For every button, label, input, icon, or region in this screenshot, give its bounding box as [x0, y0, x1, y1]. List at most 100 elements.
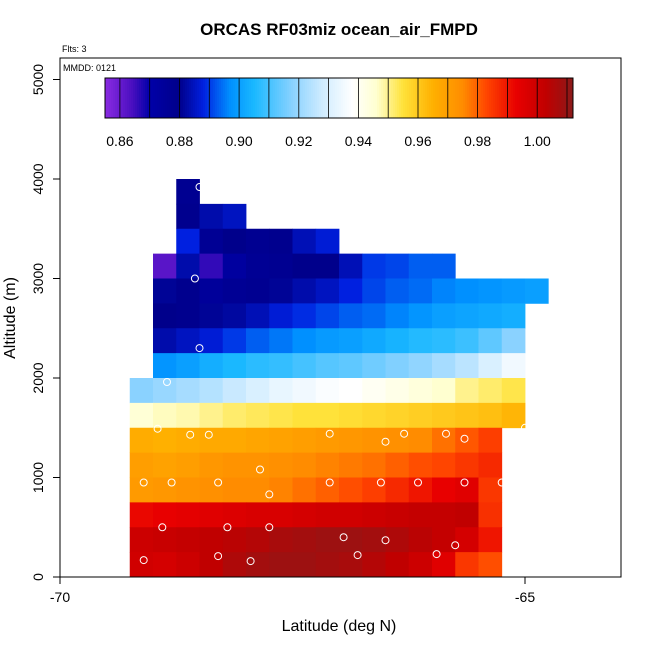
colorbar-segment	[187, 78, 190, 118]
heatmap-cell	[222, 328, 247, 354]
colorbar-segment	[107, 78, 110, 118]
colorbar-tick-label: 0.98	[464, 133, 491, 149]
colorbar-segment	[295, 78, 298, 118]
heatmap-cell	[432, 303, 456, 329]
colorbar-segment	[349, 78, 352, 118]
data-point-marker	[139, 478, 148, 487]
y-tick-label: 2000	[30, 362, 46, 393]
heatmap-cell	[176, 353, 200, 379]
data-point-marker	[400, 429, 409, 438]
heatmap-cell	[246, 477, 270, 503]
heatmap-cell	[315, 477, 340, 503]
heatmap-cell	[246, 527, 270, 553]
colorbar-segment	[253, 78, 256, 118]
plot-frame	[59, 57, 622, 578]
colorbar-segment	[523, 78, 526, 118]
heatmap-cell	[176, 502, 200, 528]
data-point-marker	[256, 465, 264, 474]
colorbar-segment	[203, 78, 206, 118]
colorbar-segment	[155, 78, 158, 118]
heatmap-cell	[176, 203, 200, 230]
colorbar-segment	[539, 78, 542, 118]
heatmap-cell	[176, 278, 200, 304]
heatmap-cell	[269, 253, 293, 279]
colorbar-segment	[233, 78, 236, 118]
colorbar-segment	[451, 78, 454, 118]
colorbar-segment	[141, 78, 144, 118]
data-point-marker	[153, 424, 162, 433]
colorbar-segment	[513, 78, 516, 118]
colorbar-segment	[367, 78, 370, 118]
colorbar-segment	[475, 78, 478, 118]
heatmap-cell	[269, 427, 293, 454]
colorbar-segment	[473, 78, 476, 118]
colorbar-segment	[321, 78, 324, 118]
colorbar-segment	[275, 78, 278, 118]
heatmap-cell	[292, 328, 317, 354]
data-point-marker	[539, 535, 548, 544]
colorbar-segment	[139, 78, 142, 118]
heatmap-cell	[408, 502, 433, 528]
colorbar-segment	[291, 78, 294, 118]
colorbar-segment	[153, 78, 156, 118]
colorbar-segment	[331, 78, 334, 118]
colorbar-segment	[335, 78, 338, 118]
heatmap-cell	[269, 328, 293, 354]
heatmap-cell	[408, 552, 433, 578]
heatmap-cell	[222, 378, 247, 404]
heatmap-cell	[269, 402, 293, 429]
data-point-marker	[381, 437, 390, 446]
colorbar-segment	[463, 78, 466, 118]
colorbar-segment	[113, 78, 116, 118]
colorbar-segment	[345, 78, 348, 118]
colorbar-segment	[425, 78, 428, 118]
colorbar-tick-label: 1.00	[524, 133, 551, 149]
heatmap-cell	[339, 427, 363, 454]
heatmap-cell	[153, 452, 177, 478]
heatmap-cell	[339, 552, 363, 578]
colorbar-segment	[333, 78, 336, 118]
heatmap-cell	[222, 552, 247, 578]
heatmap-cell	[339, 328, 363, 354]
colorbar-segment	[465, 78, 468, 118]
heatmap-cell	[385, 452, 410, 478]
heatmap-cell	[501, 353, 526, 379]
heatmap-cell	[176, 328, 200, 354]
colorbar-segment	[537, 78, 540, 118]
heatmap-cells	[129, 179, 549, 578]
x-axis: -70 -65	[50, 577, 535, 605]
heatmap-cell	[339, 502, 363, 528]
heatmap-cell	[292, 278, 317, 304]
y-tick-label: 0	[30, 573, 46, 581]
colorbar-segment	[251, 78, 254, 118]
colorbar-segment	[471, 78, 474, 118]
colorbar-segment	[405, 78, 408, 118]
heatmap-cell	[501, 303, 526, 329]
colorbar-segment	[399, 78, 402, 118]
heatmap-cell	[199, 328, 224, 354]
heatmap-cell	[362, 303, 386, 329]
colorbar-segment	[309, 78, 312, 118]
data-point-marker	[353, 551, 362, 560]
heatmap-cell	[455, 353, 479, 379]
colorbar-segment	[215, 78, 218, 118]
colorbar-segment	[503, 78, 506, 118]
heatmap-cell	[432, 477, 456, 503]
colorbar-segment	[377, 78, 380, 118]
colorbar-segment	[499, 78, 502, 118]
heatmap-cell	[153, 402, 177, 429]
heatmap-cell	[432, 353, 456, 379]
colorbar-segment	[543, 78, 546, 118]
colorbar-segment	[479, 78, 482, 118]
colorbar-segment	[433, 78, 436, 118]
colorbar-segment	[493, 78, 496, 118]
colorbar-segment	[347, 78, 350, 118]
colorbar-segment	[337, 78, 340, 118]
colorbar-segment	[455, 78, 458, 118]
colorbar-segment	[555, 78, 558, 118]
colorbar-segment	[495, 78, 498, 118]
colorbar-segment	[245, 78, 248, 118]
heatmap-cell	[432, 328, 456, 354]
heatmap-cell	[408, 427, 433, 454]
heatmap-cell	[339, 402, 363, 429]
